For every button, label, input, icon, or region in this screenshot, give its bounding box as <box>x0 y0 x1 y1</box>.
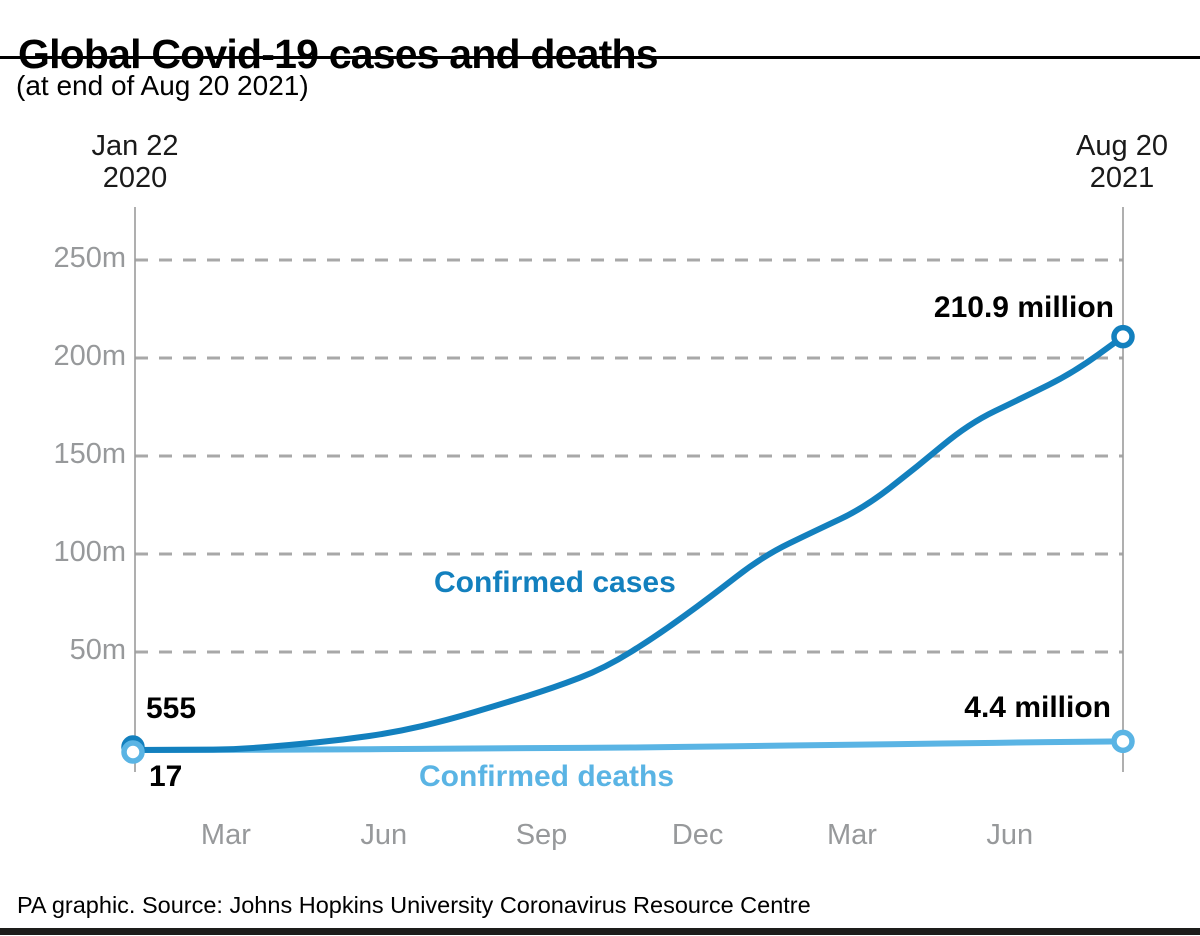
cases-start-value-annotation: 555 <box>146 692 197 725</box>
deaths-start-value-annotation: 17 <box>149 760 183 793</box>
end-marker-deaths <box>1111 729 1135 754</box>
x-tick-label: Mar <box>827 819 877 851</box>
end-marker-cases <box>1111 324 1135 349</box>
y-tick-label: 50m <box>69 634 126 667</box>
deaths-end-value-annotation: 4.4 million <box>964 691 1111 724</box>
x-tick-label: Jun <box>360 819 408 851</box>
x-tick-label: Mar <box>200 819 251 851</box>
start-marker-deaths <box>121 740 145 764</box>
cases-end-value-annotation: 210.9 million <box>933 291 1114 324</box>
y-tick-label: 200m <box>53 340 126 373</box>
series-line-cases <box>132 333 1126 753</box>
subtitle: (at end of Aug 20 2021) <box>16 70 309 101</box>
x-axis-start-date: Jan 22 2020 <box>50 130 220 195</box>
x-tick-label: Jun <box>986 819 1034 851</box>
y-tick-label: 150m <box>53 438 126 471</box>
x-axis-start-date-line2: 2020 <box>102 161 168 194</box>
title-divider <box>0 56 1200 59</box>
series-line-deaths <box>132 738 1126 753</box>
source-credit: PA graphic. Source: Johns Hopkins Univer… <box>17 892 811 918</box>
y-tick-label: 100m <box>53 536 126 569</box>
x-tick-label: Sep <box>515 819 568 851</box>
x-tick-label: Dec <box>671 819 724 851</box>
y-tick-label: 250m <box>53 242 126 275</box>
page-title: Global Covid-19 cases and deaths <box>18 31 659 78</box>
x-axis-end-date-line1: Aug 20 <box>1076 130 1168 162</box>
bottom-bar <box>0 928 1200 935</box>
x-axis-end-date: Aug 20 2021 <box>1037 130 1200 195</box>
x-axis-start-date-line1: Jan 22 <box>91 130 179 162</box>
series-label-confirmed-deaths: Confirmed deaths <box>419 760 675 793</box>
series-label-confirmed-cases: Confirmed cases <box>434 566 676 599</box>
x-axis-end-date-line2: 2021 <box>1089 161 1155 194</box>
